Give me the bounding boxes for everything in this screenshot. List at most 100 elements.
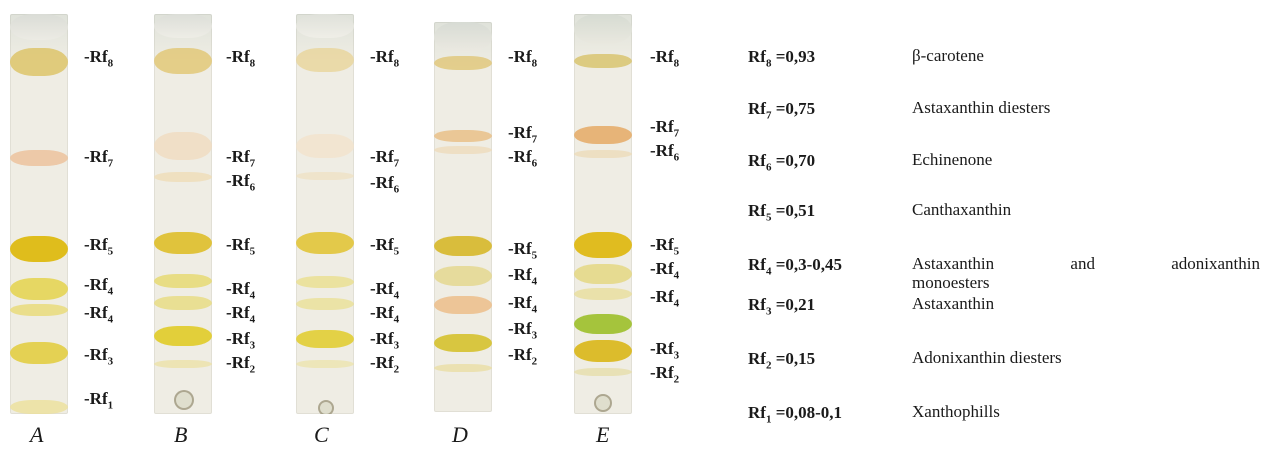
label-c-rf6: -Rf6 bbox=[370, 173, 400, 196]
band-rf4b bbox=[574, 288, 632, 300]
legend-compound-rf1: Xanthophills bbox=[912, 402, 1000, 421]
band-rf2 bbox=[434, 364, 492, 372]
band-rf3-green bbox=[574, 314, 632, 334]
band-rf4a bbox=[434, 266, 492, 286]
label-c-rf4a: -Rf4 bbox=[370, 279, 400, 302]
label-b-rf4a: -Rf4 bbox=[226, 279, 256, 302]
legend-rf4: Rf4 =0,3-0,45 bbox=[748, 255, 843, 278]
band-rf8 bbox=[574, 54, 632, 68]
band-rf5 bbox=[154, 232, 212, 254]
band-rf4b bbox=[10, 304, 68, 316]
label-b-rf6: -Rf6 bbox=[226, 171, 256, 194]
label-a-rf5: -Rf5 bbox=[84, 235, 114, 258]
legend-rf3: Rf3 =0,21 bbox=[748, 295, 816, 318]
label-a-rf4a: -Rf4 bbox=[84, 275, 114, 298]
label-e-rf4b: -Rf4 bbox=[650, 287, 680, 310]
legend-compound-rf3: Astaxanthin bbox=[912, 294, 995, 313]
band-rf5 bbox=[296, 232, 354, 254]
label-d-rf2: -Rf2 bbox=[508, 345, 538, 368]
band-rf3 bbox=[10, 342, 68, 364]
band-rf3 bbox=[574, 340, 632, 362]
band-rf3 bbox=[154, 326, 212, 346]
band-rf4a bbox=[154, 274, 212, 288]
label-c-rf3: -Rf3 bbox=[370, 329, 400, 352]
label-b-rf2: -Rf2 bbox=[226, 353, 256, 376]
band-rf4a bbox=[296, 276, 354, 288]
legend-rf8: Rf8 =0,93 bbox=[748, 47, 816, 70]
legend-rf7: Rf7 =0,75 bbox=[748, 99, 816, 122]
lane-label-b: B bbox=[174, 422, 188, 447]
solvent-front bbox=[434, 22, 492, 52]
solvent-front bbox=[154, 14, 212, 38]
band-rf7 bbox=[296, 134, 354, 158]
solvent-front bbox=[574, 14, 632, 44]
lane-label-c: C bbox=[314, 422, 329, 447]
lane-label-a: A bbox=[30, 422, 44, 447]
tlc-strip-a bbox=[10, 14, 68, 414]
band-rf7 bbox=[154, 132, 212, 160]
origin-spot bbox=[318, 400, 334, 414]
band-rf5 bbox=[434, 236, 492, 256]
label-c-rf8: -Rf8 bbox=[370, 47, 400, 70]
legend-rf2: Rf2 =0,15 bbox=[748, 349, 816, 372]
band-rf6 bbox=[574, 150, 632, 158]
label-c-rf7: -Rf7 bbox=[370, 147, 400, 170]
label-d-rf4a: -Rf4 bbox=[508, 265, 538, 288]
lane-label-e: E bbox=[596, 422, 610, 447]
label-e-rf4a: -Rf4 bbox=[650, 259, 680, 282]
tlc-strip-c bbox=[296, 14, 354, 414]
band-rf1 bbox=[10, 400, 68, 414]
label-a-rf3: -Rf3 bbox=[84, 345, 114, 368]
band-rf5 bbox=[574, 232, 632, 258]
label-b-rf5: -Rf5 bbox=[226, 235, 256, 258]
label-e-rf8: -Rf8 bbox=[650, 47, 680, 70]
band-rf3 bbox=[296, 330, 354, 348]
solvent-front bbox=[296, 14, 354, 38]
legend-rf1: Rf1 =0,08-0,1 bbox=[748, 403, 843, 426]
band-rf6 bbox=[296, 172, 354, 180]
band-rf8 bbox=[10, 48, 68, 76]
label-b-rf8: -Rf8 bbox=[226, 47, 256, 70]
label-c-rf2: -Rf2 bbox=[370, 353, 400, 376]
legend-rf5: Rf5 =0,51 bbox=[748, 201, 816, 224]
label-e-rf7: -Rf7 bbox=[650, 117, 680, 140]
label-d-rf7: -Rf7 bbox=[508, 123, 538, 146]
band-rf2 bbox=[154, 360, 212, 368]
tlc-strip-d bbox=[434, 22, 492, 412]
band-rf4b bbox=[434, 296, 492, 314]
band-rf7 bbox=[434, 130, 492, 142]
label-a-rf7: -Rf7 bbox=[84, 147, 114, 170]
label-d-rf4b: -Rf4 bbox=[508, 293, 538, 316]
label-a-rf4b: -Rf4 bbox=[84, 303, 114, 326]
label-d-rf5: -Rf5 bbox=[508, 239, 538, 262]
label-e-rf5: -Rf5 bbox=[650, 235, 680, 258]
legend-compound-rf7: Astaxanthin diesters bbox=[912, 98, 1051, 117]
band-rf7 bbox=[10, 150, 68, 166]
label-a-rf1: -Rf1 bbox=[84, 389, 114, 412]
band-rf8 bbox=[154, 48, 212, 74]
tlc-strip-e bbox=[574, 14, 632, 414]
band-rf2 bbox=[574, 368, 632, 376]
legend-compound-rf6: Echinenone bbox=[912, 150, 993, 169]
label-b-rf3: -Rf3 bbox=[226, 329, 256, 352]
band-rf5 bbox=[10, 236, 68, 262]
label-c-rf5: -Rf5 bbox=[370, 235, 400, 258]
label-b-rf4b: -Rf4 bbox=[226, 303, 256, 326]
band-rf4b bbox=[154, 296, 212, 310]
label-d-rf8: -Rf8 bbox=[508, 47, 538, 70]
band-rf4b bbox=[296, 298, 354, 310]
origin-spot bbox=[594, 394, 612, 412]
label-e-rf2: -Rf2 bbox=[650, 363, 680, 386]
legend-compound-rf8: β-carotene bbox=[912, 46, 984, 65]
tlc-strip-b bbox=[154, 14, 212, 414]
label-c-rf4b: -Rf4 bbox=[370, 303, 400, 326]
legend-rf6: Rf6 =0,70 bbox=[748, 151, 816, 174]
label-a-rf8: -Rf8 bbox=[84, 47, 114, 70]
label-e-rf3: -Rf3 bbox=[650, 339, 680, 362]
lane-label-d: D bbox=[452, 422, 468, 447]
band-rf2 bbox=[296, 360, 354, 368]
band-rf4a bbox=[10, 278, 68, 300]
label-d-rf3: -Rf3 bbox=[508, 319, 538, 342]
legend-compound-rf4-line1: Astaxanthin and adonixanthin bbox=[912, 254, 1260, 273]
